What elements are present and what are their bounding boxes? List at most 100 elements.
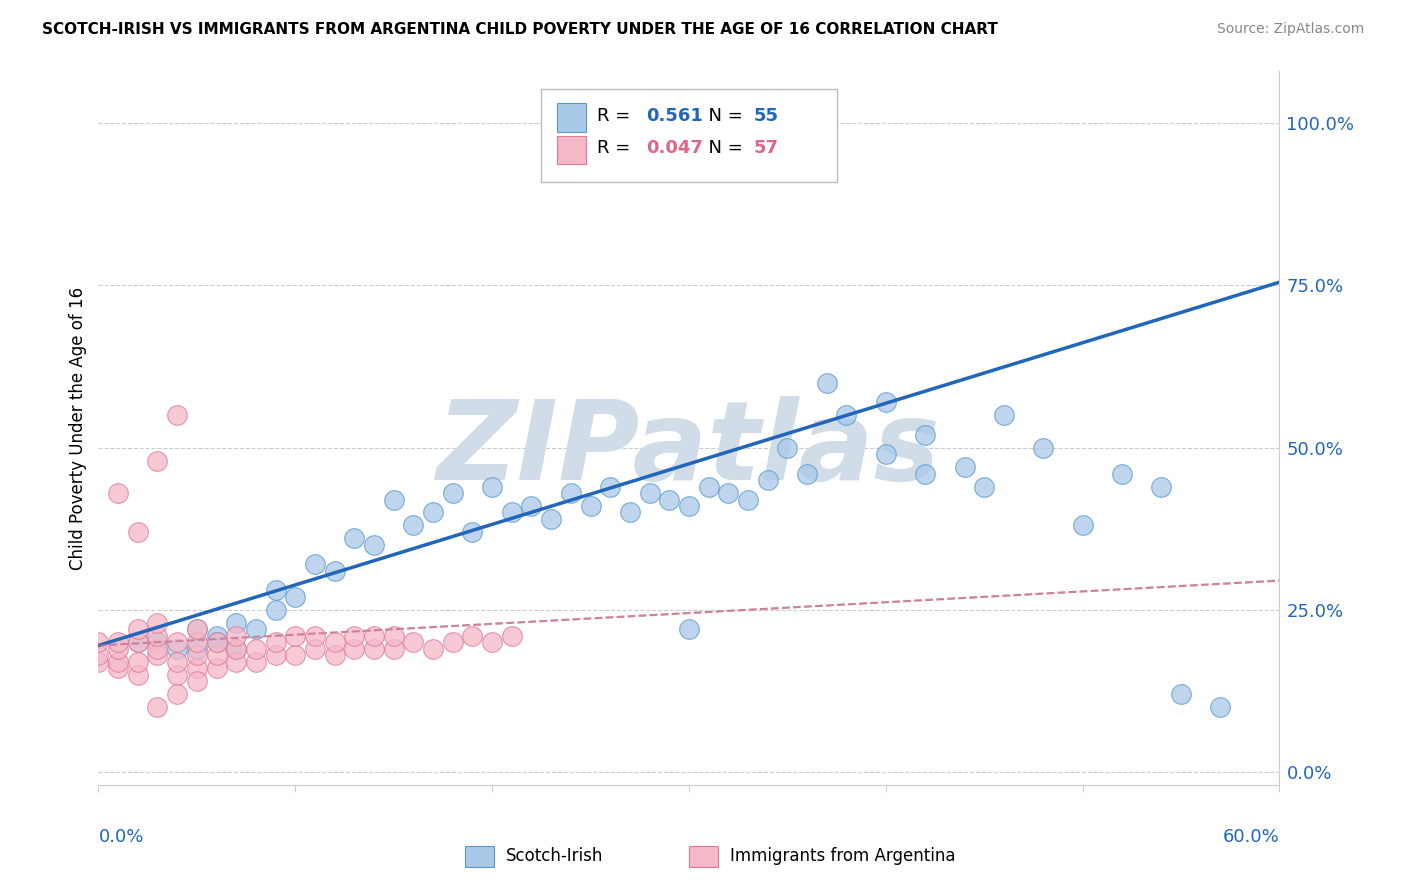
Point <box>87 648 110 663</box>
Point <box>875 395 897 409</box>
Point <box>422 641 444 656</box>
Point <box>127 635 149 649</box>
Text: R =: R = <box>596 107 636 125</box>
Point <box>520 499 543 513</box>
Point <box>225 655 247 669</box>
Point <box>481 635 503 649</box>
Point <box>678 622 700 636</box>
Text: 0.561: 0.561 <box>647 107 703 125</box>
Point <box>402 635 425 649</box>
Point <box>540 512 562 526</box>
Point <box>264 583 287 598</box>
Text: 55: 55 <box>754 107 779 125</box>
Text: 60.0%: 60.0% <box>1223 828 1279 846</box>
Point <box>166 641 188 656</box>
Point <box>205 629 228 643</box>
Point <box>579 499 602 513</box>
Text: N =: N = <box>697 107 749 125</box>
Point <box>796 467 818 481</box>
Point <box>441 486 464 500</box>
Point <box>697 479 720 493</box>
Point <box>127 524 149 539</box>
Point <box>1032 441 1054 455</box>
Text: R =: R = <box>596 139 636 157</box>
Point <box>304 629 326 643</box>
Text: 0.0%: 0.0% <box>98 828 143 846</box>
Point <box>382 641 405 656</box>
Point <box>186 674 208 689</box>
Point <box>501 506 523 520</box>
Point <box>481 479 503 493</box>
Point <box>166 635 188 649</box>
Point <box>166 667 188 681</box>
Point <box>186 622 208 636</box>
Point <box>973 479 995 493</box>
Point <box>264 648 287 663</box>
Text: Source: ZipAtlas.com: Source: ZipAtlas.com <box>1216 22 1364 37</box>
Point <box>146 635 169 649</box>
Point <box>127 622 149 636</box>
Text: Scotch-Irish: Scotch-Irish <box>506 847 603 865</box>
Point <box>264 635 287 649</box>
Point <box>205 635 228 649</box>
Point <box>323 648 346 663</box>
Point <box>363 641 385 656</box>
Point <box>225 629 247 643</box>
Text: N =: N = <box>697 139 749 157</box>
Point <box>343 629 366 643</box>
Point <box>166 687 188 701</box>
Point <box>638 486 661 500</box>
Bar <box>557 103 586 132</box>
Point <box>127 635 149 649</box>
Point <box>127 655 149 669</box>
Point <box>835 408 858 422</box>
Bar <box>464 846 494 867</box>
Point <box>186 648 208 663</box>
Point <box>461 629 484 643</box>
Point <box>343 641 366 656</box>
Point <box>225 641 247 656</box>
Point <box>501 629 523 643</box>
Text: Immigrants from Argentina: Immigrants from Argentina <box>730 847 956 865</box>
Point <box>205 648 228 663</box>
Text: SCOTCH-IRISH VS IMMIGRANTS FROM ARGENTINA CHILD POVERTY UNDER THE AGE OF 16 CORR: SCOTCH-IRISH VS IMMIGRANTS FROM ARGENTIN… <box>42 22 998 37</box>
Point <box>146 453 169 467</box>
Point <box>402 518 425 533</box>
Point <box>205 635 228 649</box>
Point <box>87 655 110 669</box>
Point <box>1071 518 1094 533</box>
Point <box>382 492 405 507</box>
Point <box>245 655 267 669</box>
Point <box>166 408 188 422</box>
Point <box>225 641 247 656</box>
Point <box>1209 700 1232 714</box>
Point <box>363 538 385 552</box>
Point <box>461 524 484 539</box>
Point <box>815 376 838 390</box>
Point <box>599 479 621 493</box>
Text: 0.047: 0.047 <box>647 139 703 157</box>
Point <box>205 661 228 675</box>
Point <box>166 655 188 669</box>
Y-axis label: Child Poverty Under the Age of 16: Child Poverty Under the Age of 16 <box>69 286 87 570</box>
Point <box>776 441 799 455</box>
Point <box>875 447 897 461</box>
Point <box>1170 687 1192 701</box>
Point <box>343 532 366 546</box>
Point <box>264 603 287 617</box>
Point <box>304 641 326 656</box>
Point <box>146 629 169 643</box>
Point <box>304 558 326 572</box>
Text: 57: 57 <box>754 139 779 157</box>
Point <box>737 492 759 507</box>
Point <box>323 635 346 649</box>
Point <box>914 467 936 481</box>
Point <box>107 486 129 500</box>
Bar <box>557 136 586 164</box>
Point <box>107 641 129 656</box>
Point <box>953 460 976 475</box>
Point <box>658 492 681 507</box>
Point <box>146 615 169 630</box>
Point <box>441 635 464 649</box>
Point <box>107 635 129 649</box>
